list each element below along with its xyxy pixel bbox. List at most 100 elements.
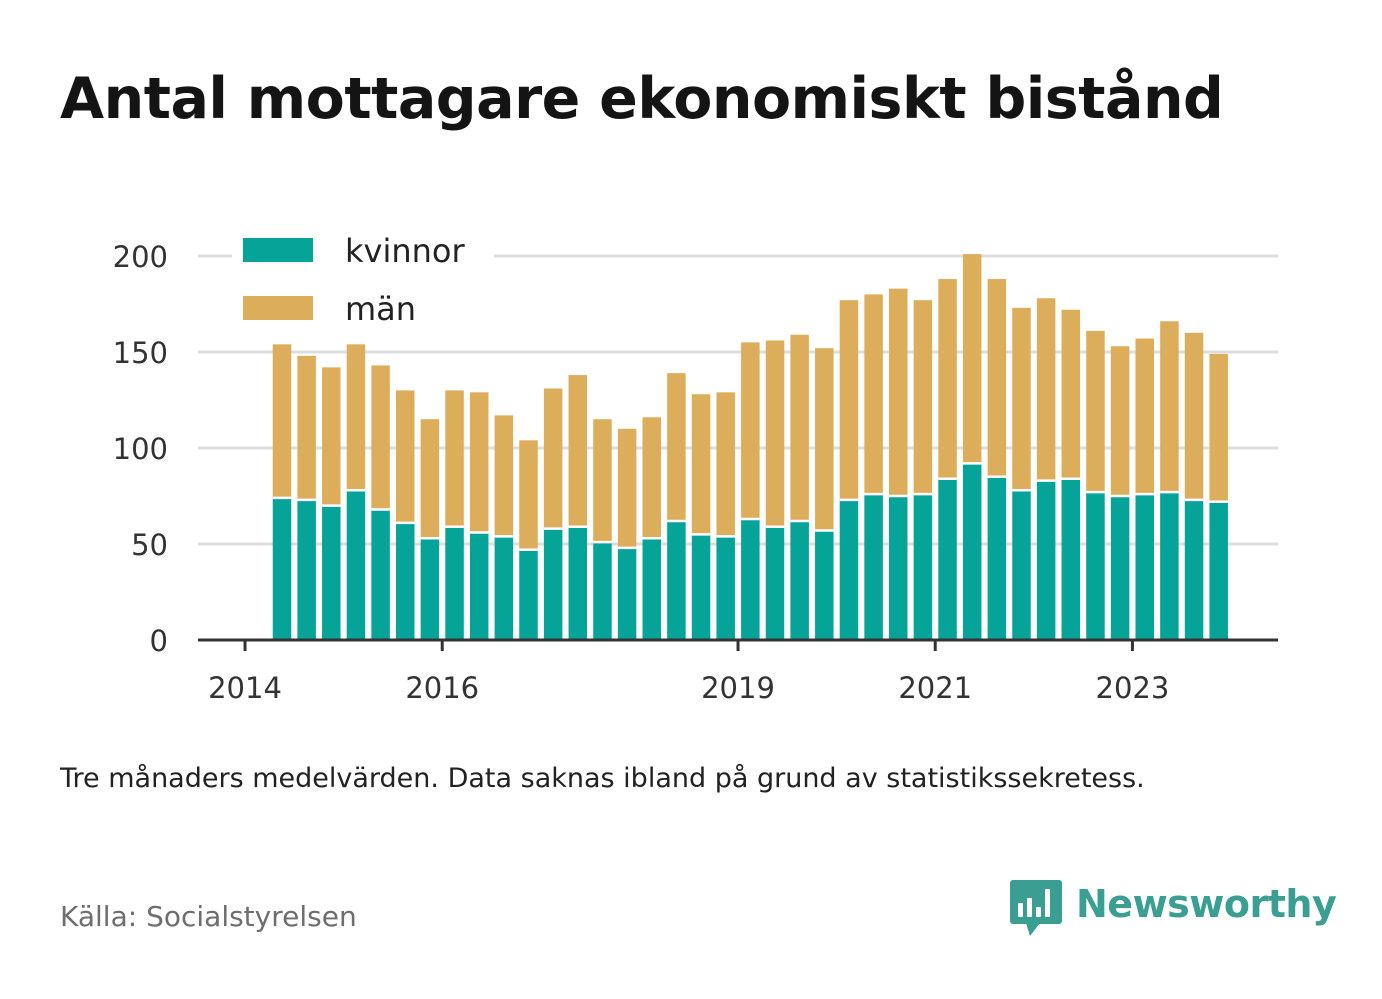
bar-man — [741, 342, 760, 520]
bar-kvinnor — [741, 519, 760, 640]
bar-man — [519, 440, 538, 550]
bar-man — [469, 392, 489, 533]
bars — [272, 254, 1228, 640]
bar-man — [396, 390, 415, 523]
x-tick-label: 2023 — [1096, 671, 1170, 705]
y-axis-ticks: 0 50 100 150 200 — [113, 240, 168, 658]
bar-kvinnor — [1036, 480, 1056, 640]
bar-kvinnor — [396, 522, 415, 640]
x-tick-label: 2014 — [208, 671, 282, 705]
bar-man — [543, 388, 563, 529]
newsworthy-logo-icon — [1010, 876, 1062, 942]
bar-kvinnor — [420, 538, 440, 640]
bar-kvinnor — [1061, 478, 1081, 640]
bar-man — [593, 419, 612, 543]
bar-man — [790, 334, 809, 521]
bar-man — [1160, 321, 1179, 493]
bar-kvinnor — [346, 490, 366, 640]
bar-man — [765, 340, 785, 527]
bar-man — [420, 419, 440, 539]
bar-man — [1036, 298, 1056, 481]
bar-man — [1061, 309, 1081, 479]
bar-kvinnor — [889, 496, 908, 640]
bar-kvinnor — [962, 463, 982, 640]
bar-kvinnor — [322, 505, 341, 640]
bar-kvinnor — [617, 547, 637, 640]
bar-kvinnor — [667, 520, 686, 640]
bar-man — [1110, 346, 1130, 496]
bar-kvinnor — [1086, 492, 1105, 640]
bar-man — [1184, 332, 1204, 500]
y-tick-label: 150 — [113, 336, 168, 370]
y-tick-label: 200 — [113, 240, 168, 274]
bar-kvinnor — [987, 476, 1007, 640]
bar-kvinnor — [371, 509, 390, 640]
bar-kvinnor — [272, 497, 292, 640]
bar-man — [371, 365, 390, 510]
brand-name: Newsworthy — [1076, 882, 1337, 926]
bar-man — [297, 355, 316, 500]
bar-kvinnor — [1209, 501, 1228, 640]
bar-kvinnor — [1110, 496, 1130, 640]
bar-kvinnor — [1184, 499, 1204, 640]
bar-kvinnor — [543, 528, 563, 640]
bar-man — [272, 344, 292, 498]
legend: kvinnor män — [232, 226, 494, 338]
bar-man — [1012, 307, 1031, 491]
bar-man — [1209, 353, 1228, 502]
bar-kvinnor — [494, 536, 514, 640]
legend-swatch-man — [243, 296, 313, 320]
bar-kvinnor — [519, 549, 538, 640]
chart-note: Tre månaders medelvärden. Data saknas ib… — [60, 763, 1145, 794]
bar-kvinnor — [568, 526, 588, 640]
legend-swatch-kvinnor — [243, 238, 313, 262]
bar-kvinnor — [1160, 492, 1179, 640]
brand-logo[interactable]: Newsworthy — [1010, 876, 1337, 942]
bar-man — [889, 288, 908, 496]
y-tick-label: 50 — [131, 528, 168, 562]
bar-man — [667, 373, 686, 521]
x-tick-label: 2016 — [405, 671, 479, 705]
y-tick-label: 0 — [150, 624, 168, 658]
bar-man — [1086, 330, 1105, 493]
bar-kvinnor — [765, 526, 785, 640]
bar-man — [864, 294, 883, 495]
bar-kvinnor — [1012, 490, 1031, 640]
bar-kvinnor — [716, 536, 735, 640]
bar-kvinnor — [1135, 494, 1154, 640]
bar-man — [322, 367, 341, 506]
bar-man — [691, 394, 711, 535]
bar-man — [938, 279, 957, 479]
bar-man — [617, 428, 637, 548]
source-text: Källa: Socialstyrelsen — [60, 900, 357, 933]
bar-kvinnor — [790, 520, 809, 640]
bar-man — [494, 415, 514, 537]
bar-kvinnor — [297, 499, 316, 640]
bar-kvinnor — [642, 538, 661, 640]
bar-kvinnor — [938, 478, 957, 640]
legend-label-kvinnor: kvinnor — [345, 232, 466, 270]
x-tick-label: 2019 — [701, 671, 775, 705]
bar-kvinnor — [691, 534, 711, 640]
chart-title: Antal mottagare ekonomiskt bistånd — [60, 66, 1224, 132]
x-tick-label: 2021 — [898, 671, 972, 705]
y-tick-label: 100 — [113, 432, 168, 466]
bar-man — [716, 392, 735, 537]
bar-man — [913, 300, 933, 495]
bar-man — [839, 300, 859, 500]
bar-man — [1135, 338, 1154, 495]
bar-man — [445, 390, 464, 527]
bar-man — [987, 279, 1007, 477]
bar-kvinnor — [593, 542, 612, 640]
bar-man — [962, 254, 982, 464]
bar-kvinnor — [445, 526, 464, 640]
bar-man — [815, 348, 834, 531]
bar-kvinnor — [839, 499, 859, 640]
bar-man — [568, 375, 588, 527]
stacked-bar-chart: 0 50 100 150 200 2014 2016 2019 2021 2023 kvinno… — [112, 226, 1278, 705]
bar-kvinnor — [864, 494, 883, 640]
bar-man — [642, 417, 661, 539]
bar-kvinnor — [469, 532, 489, 640]
x-axis-ticks: 2014 2016 2019 2021 2023 — [208, 640, 1169, 705]
bar-kvinnor — [913, 494, 933, 640]
